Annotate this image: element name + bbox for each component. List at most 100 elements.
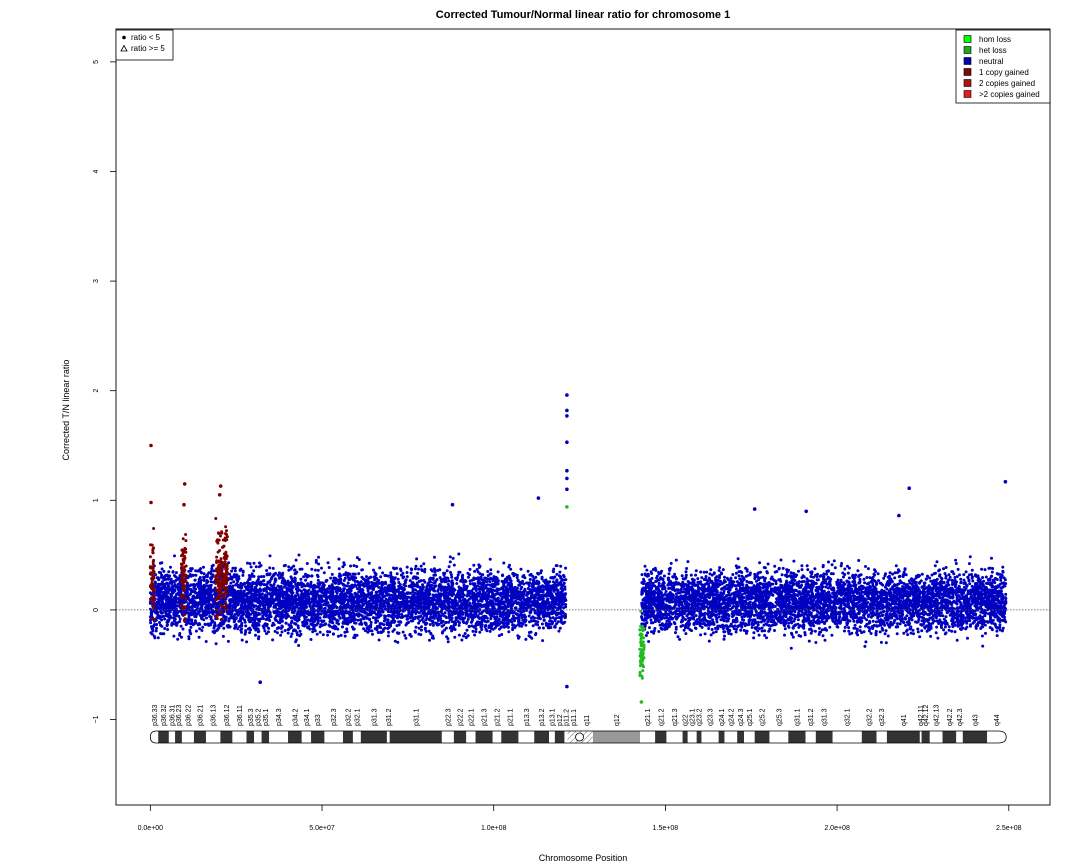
data-point xyxy=(152,634,156,638)
data-point xyxy=(304,602,308,606)
data-point xyxy=(198,627,202,631)
data-point xyxy=(491,579,495,583)
data-point xyxy=(162,614,166,618)
data-point xyxy=(466,617,470,621)
data-point xyxy=(204,640,208,643)
data-point xyxy=(498,614,502,618)
data-point xyxy=(319,612,323,616)
data-point xyxy=(457,552,461,556)
data-point xyxy=(155,593,159,597)
data-point xyxy=(315,632,319,636)
data-point xyxy=(502,561,506,565)
data-point xyxy=(236,610,239,614)
data-point xyxy=(324,580,328,583)
data-point xyxy=(419,596,423,600)
data-point xyxy=(526,569,530,573)
data-point xyxy=(415,601,419,605)
data-point xyxy=(383,594,387,598)
data-point xyxy=(313,629,317,633)
data-point xyxy=(519,604,523,608)
data-point xyxy=(330,589,334,592)
data-point xyxy=(463,632,467,635)
data-point xyxy=(349,564,353,568)
data-point xyxy=(381,610,385,614)
data-point xyxy=(202,565,205,569)
data-point xyxy=(464,613,468,617)
data-point xyxy=(344,573,348,577)
data-point xyxy=(468,567,472,571)
data-point xyxy=(488,629,492,633)
data-point xyxy=(399,608,403,612)
data-point xyxy=(498,593,502,597)
data-point xyxy=(332,576,336,580)
data-point xyxy=(450,629,454,633)
data-point xyxy=(269,588,272,592)
data-point xyxy=(478,630,482,634)
data-point xyxy=(395,597,399,601)
data-point xyxy=(340,592,344,595)
data-point xyxy=(280,630,284,634)
data-point xyxy=(466,571,470,575)
data-point xyxy=(295,604,299,608)
data-point xyxy=(355,580,359,583)
data-point xyxy=(389,624,393,628)
data-point xyxy=(257,637,260,641)
data-point xyxy=(163,627,167,630)
data-point xyxy=(518,583,522,587)
data-point xyxy=(447,605,451,609)
data-point xyxy=(176,576,180,580)
data-point xyxy=(553,625,557,629)
data-point xyxy=(419,633,423,637)
data-point xyxy=(358,622,362,626)
data-point xyxy=(471,613,475,617)
data-point xyxy=(276,573,280,577)
data-points xyxy=(148,393,1008,704)
data-point xyxy=(290,625,293,629)
data-point xyxy=(359,618,362,622)
data-point xyxy=(457,633,461,637)
data-point xyxy=(322,571,326,575)
data-point xyxy=(175,592,179,596)
data-point xyxy=(294,558,298,562)
data-point xyxy=(200,629,204,632)
data-point xyxy=(154,629,158,633)
data-point xyxy=(155,623,159,626)
data-point xyxy=(404,596,407,600)
data-point xyxy=(511,572,515,576)
data-point xyxy=(418,619,422,623)
data-point xyxy=(541,639,545,643)
data-point xyxy=(367,625,371,629)
data-point xyxy=(329,576,333,580)
data-point xyxy=(374,618,378,622)
data-point xyxy=(517,620,521,624)
data-point xyxy=(510,599,514,603)
data-point xyxy=(312,583,316,587)
data-point xyxy=(542,588,545,592)
data-point xyxy=(327,566,331,569)
data-point xyxy=(515,576,519,580)
data-point xyxy=(560,587,564,591)
data-point xyxy=(339,633,343,637)
data-point xyxy=(557,574,561,578)
data-point xyxy=(534,622,538,626)
data-point xyxy=(531,584,535,588)
data-point xyxy=(527,614,531,618)
data-point xyxy=(232,580,236,584)
data-point xyxy=(316,613,320,617)
data-point xyxy=(249,565,253,569)
data-point xyxy=(191,622,195,626)
data-point xyxy=(386,634,390,638)
data-point xyxy=(384,597,388,601)
data-point xyxy=(422,579,426,582)
data-point xyxy=(309,600,313,604)
data-point xyxy=(524,637,528,641)
data-point xyxy=(298,629,302,633)
data-point xyxy=(382,623,386,627)
data-point xyxy=(427,596,431,600)
data-point xyxy=(375,628,379,632)
data-point xyxy=(484,627,488,631)
data-point xyxy=(454,601,458,605)
data-point xyxy=(399,620,403,624)
data-point xyxy=(386,584,390,588)
data-point xyxy=(507,599,511,602)
